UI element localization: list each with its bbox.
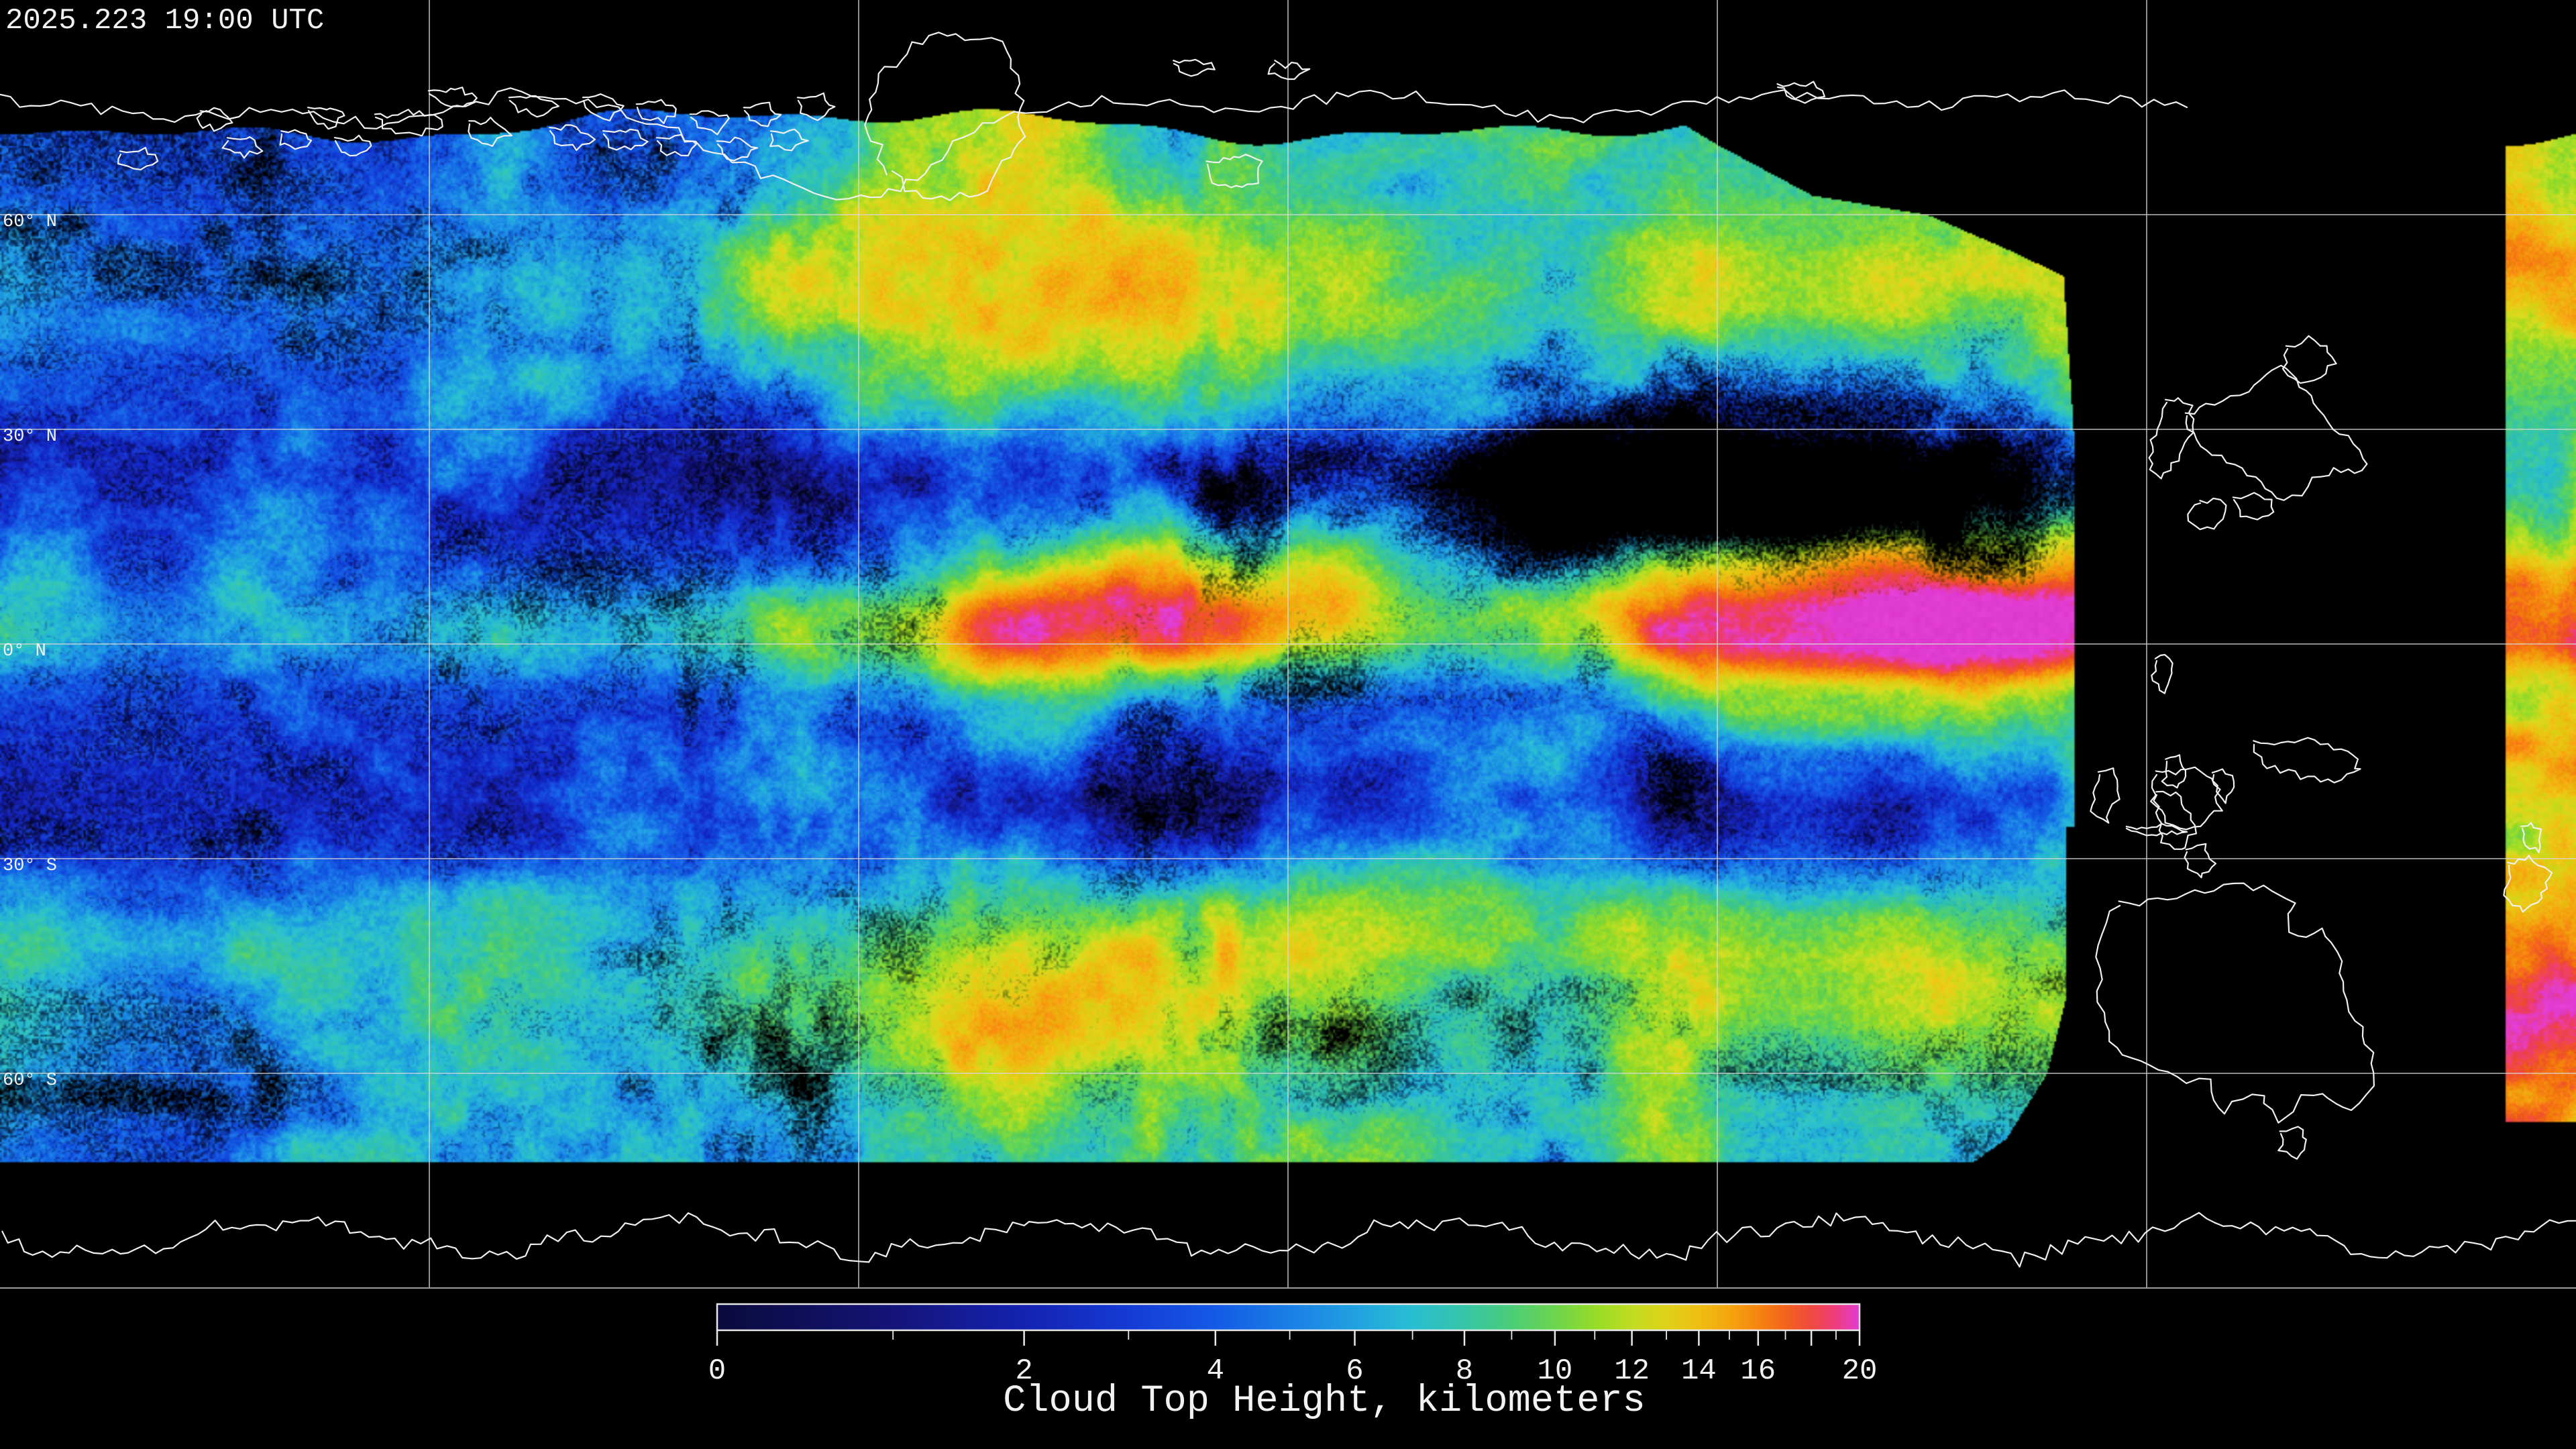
svg-text:2025.223 19:00 UTC: 2025.223 19:00 UTC [5, 4, 324, 38]
svg-text:60° S: 60° S [3, 1071, 57, 1091]
svg-text:0° N: 0° N [3, 641, 46, 661]
svg-text:14: 14 [1681, 1354, 1717, 1388]
svg-text:60° N: 60° N [3, 212, 57, 232]
svg-text:30° N: 30° N [3, 427, 57, 447]
svg-text:16: 16 [1740, 1354, 1776, 1388]
svg-text:30° S: 30° S [3, 856, 57, 876]
svg-text:20: 20 [1842, 1354, 1878, 1388]
svg-text:Cloud Top Height, kilometers: Cloud Top Height, kilometers [1003, 1380, 1646, 1423]
svg-text:0: 0 [708, 1354, 726, 1388]
